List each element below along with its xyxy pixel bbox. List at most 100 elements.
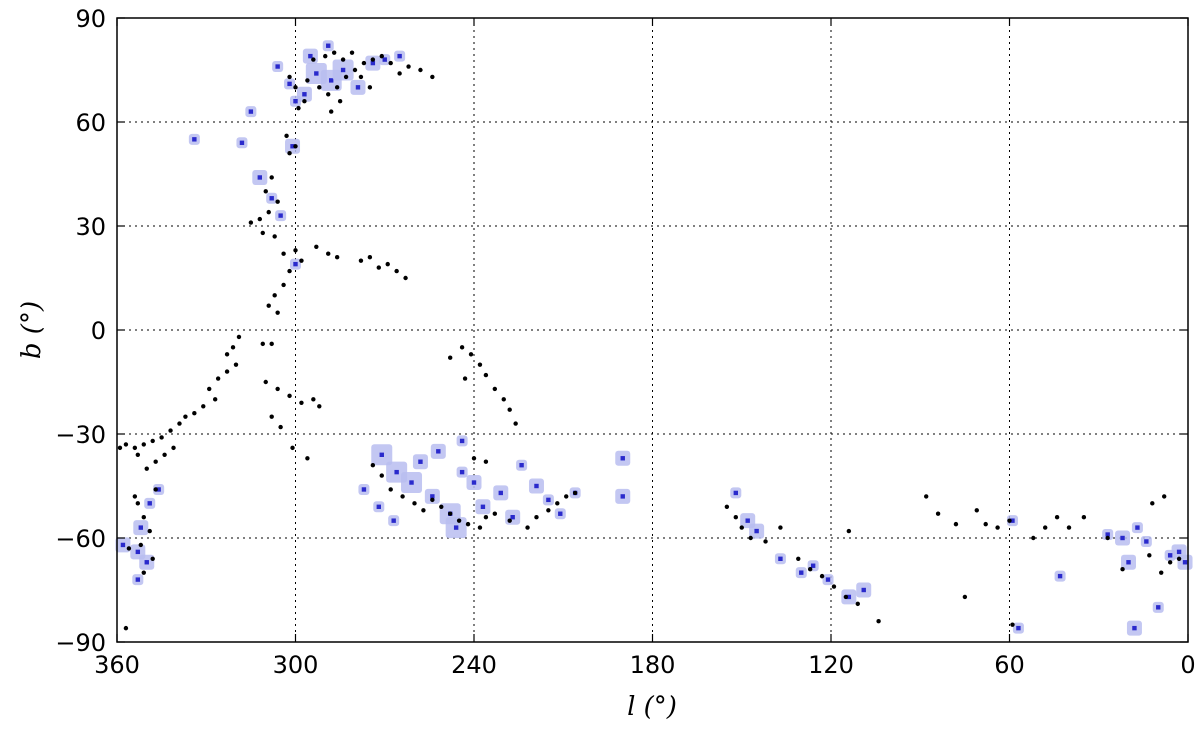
black-dot-point	[846, 528, 852, 534]
black-dot-point	[269, 341, 274, 347]
black-dot-point	[492, 511, 498, 516]
black-dot-point	[132, 494, 138, 499]
blue-square-point	[115, 537, 131, 553]
black-dot-point	[1081, 515, 1087, 520]
black-dot-point	[1167, 560, 1173, 565]
blue-square-point	[856, 582, 872, 598]
blue-square-point	[236, 137, 248, 149]
black-dot-point	[468, 352, 474, 357]
black-dot-point	[439, 504, 444, 509]
black-dot-point	[843, 594, 849, 600]
black-dot-point	[507, 407, 512, 412]
black-dot-point	[266, 209, 271, 215]
black-dot-point	[477, 525, 483, 530]
black-dot-point	[317, 404, 322, 409]
black-dot-point	[1159, 570, 1164, 575]
black-dot-point	[501, 397, 506, 402]
x-tick-label: 240	[451, 651, 497, 679]
black-dot-point	[326, 251, 331, 256]
black-dot-point	[924, 494, 929, 499]
black-dot-point	[126, 546, 132, 551]
blue-square-point	[730, 487, 742, 499]
black-dot-point	[123, 442, 129, 447]
blue-square-point	[153, 483, 165, 495]
blue-square-point	[290, 258, 301, 270]
x-tick-label: 360	[94, 651, 140, 679]
black-dot-point	[183, 414, 188, 419]
grid-lines	[117, 18, 1188, 642]
black-dot-point	[260, 341, 265, 347]
black-dot-point	[299, 400, 304, 405]
blue-square-point	[1115, 530, 1131, 546]
blue-square-point	[542, 494, 554, 506]
black-dot-point	[263, 379, 268, 385]
black-dot-point	[132, 445, 138, 451]
black-dot-point	[272, 234, 277, 239]
black-dot-point	[456, 518, 462, 523]
black-dot-point	[778, 525, 783, 530]
black-dot-point	[370, 463, 376, 468]
black-dot-point	[1007, 518, 1012, 523]
blue-square-point	[528, 478, 544, 494]
x-tick-label: 60	[994, 651, 1025, 679]
black-dot-point	[412, 501, 417, 506]
black-dot-point	[471, 456, 477, 461]
y-tick-label: −30	[55, 421, 106, 449]
black-dot-point	[236, 334, 242, 340]
blue-square-point	[350, 79, 366, 95]
black-dot-point	[224, 352, 230, 357]
black-dot-point	[483, 459, 489, 464]
black-dot-point	[1176, 556, 1182, 561]
black-dot-point	[141, 570, 146, 575]
black-dot-point	[403, 275, 408, 281]
black-dot-point	[162, 452, 167, 457]
black-dot-point	[430, 497, 435, 503]
black-dot-point	[1010, 622, 1015, 627]
black-dot-point	[388, 60, 393, 66]
black-dot-point	[269, 175, 274, 180]
x-tick-label: 180	[630, 651, 676, 679]
blue-square-point	[132, 574, 144, 586]
blue-square-point	[795, 567, 807, 579]
black-dot-point	[406, 64, 411, 69]
black-dot-point	[462, 376, 468, 381]
blue-square-point	[1012, 622, 1024, 634]
black-dot-point	[153, 487, 158, 492]
black-dot-point	[995, 525, 1000, 530]
black-dot-point	[287, 151, 292, 156]
black-dot-point	[278, 424, 283, 430]
black-dot-point	[796, 556, 801, 561]
black-dot-point	[962, 594, 968, 600]
blue-square-point	[505, 509, 521, 525]
black-dot-point	[379, 473, 384, 478]
black-dot-point	[367, 255, 373, 260]
blue-square-point	[456, 435, 468, 447]
black-dot-point	[266, 303, 271, 308]
blue-square-point	[188, 133, 200, 145]
black-dot-point	[376, 265, 381, 270]
black-dot-point	[293, 144, 298, 149]
black-dot-point	[352, 67, 358, 73]
black-dot-point	[831, 584, 837, 589]
black-dot-point	[138, 542, 143, 548]
blue-square-point	[1006, 515, 1018, 527]
blue-square-point	[322, 40, 334, 52]
black-dot-point	[192, 411, 197, 416]
black-dot-point	[334, 85, 340, 90]
black-dot-point	[459, 345, 465, 350]
black-dot-point	[159, 435, 164, 440]
y-tick-label: 90	[75, 5, 106, 33]
black-dot-point	[284, 133, 289, 139]
x-tick-labels: 360 300 240 180 120 60 0	[94, 651, 1196, 679]
blue-square-point	[412, 454, 428, 470]
black-dot-point	[263, 189, 268, 194]
black-dot-point	[248, 220, 254, 225]
black-dot-point	[385, 261, 390, 267]
black-dot-point	[290, 445, 295, 451]
blue-square-point	[615, 488, 631, 504]
black-dot-point	[388, 487, 393, 492]
blue-square-point	[475, 499, 491, 515]
blue-square-point	[516, 459, 528, 471]
blue-square-point	[371, 444, 393, 466]
black-dot-point	[733, 515, 738, 520]
